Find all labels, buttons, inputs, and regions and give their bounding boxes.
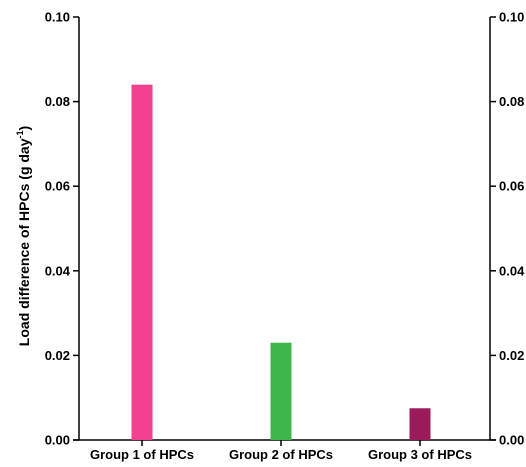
y-axis-title: Load difference of HPCs (g day-1): [15, 126, 32, 346]
y-tick-label-left: 0.00: [45, 433, 70, 448]
y-tick-label-left: 0.02: [45, 348, 70, 363]
bar-2: [270, 342, 292, 440]
y-axis-title-suffix: ): [16, 126, 32, 131]
y-axis-title-text: Load difference of HPCs (g day: [16, 138, 32, 346]
tick-labels: 0.00 0.00 0.02 0.02 0.04 0.04 0.06 0.06 0.08 0.08…: [45, 10, 525, 463]
x-tick-label: Group 2 of HPCs: [229, 447, 333, 462]
y-tick-label-right: 0.06: [499, 179, 524, 194]
y-tick-label-left: 0.06: [45, 179, 70, 194]
x-tick-label: Group 1 of HPCs: [90, 447, 194, 462]
y-tick-label-right: 0.04: [499, 263, 525, 278]
x-tick-label: Group 3 of HPCs: [368, 447, 472, 462]
bars: [131, 84, 431, 441]
y-tick-label-left: 0.10: [45, 10, 70, 25]
bar-1: [131, 84, 153, 441]
y-tick-label-right: 0.08: [499, 94, 524, 109]
y-tick-label-right: 0.10: [499, 10, 524, 25]
y-tick-label-left: 0.04: [45, 263, 71, 278]
y-axis-title-superscript: -1: [15, 130, 25, 138]
bar-3: [409, 408, 431, 440]
y-tick-label-right: 0.02: [499, 348, 524, 363]
y-tick-label-left: 0.08: [45, 94, 70, 109]
y-tick-label-right: 0.00: [499, 433, 524, 448]
